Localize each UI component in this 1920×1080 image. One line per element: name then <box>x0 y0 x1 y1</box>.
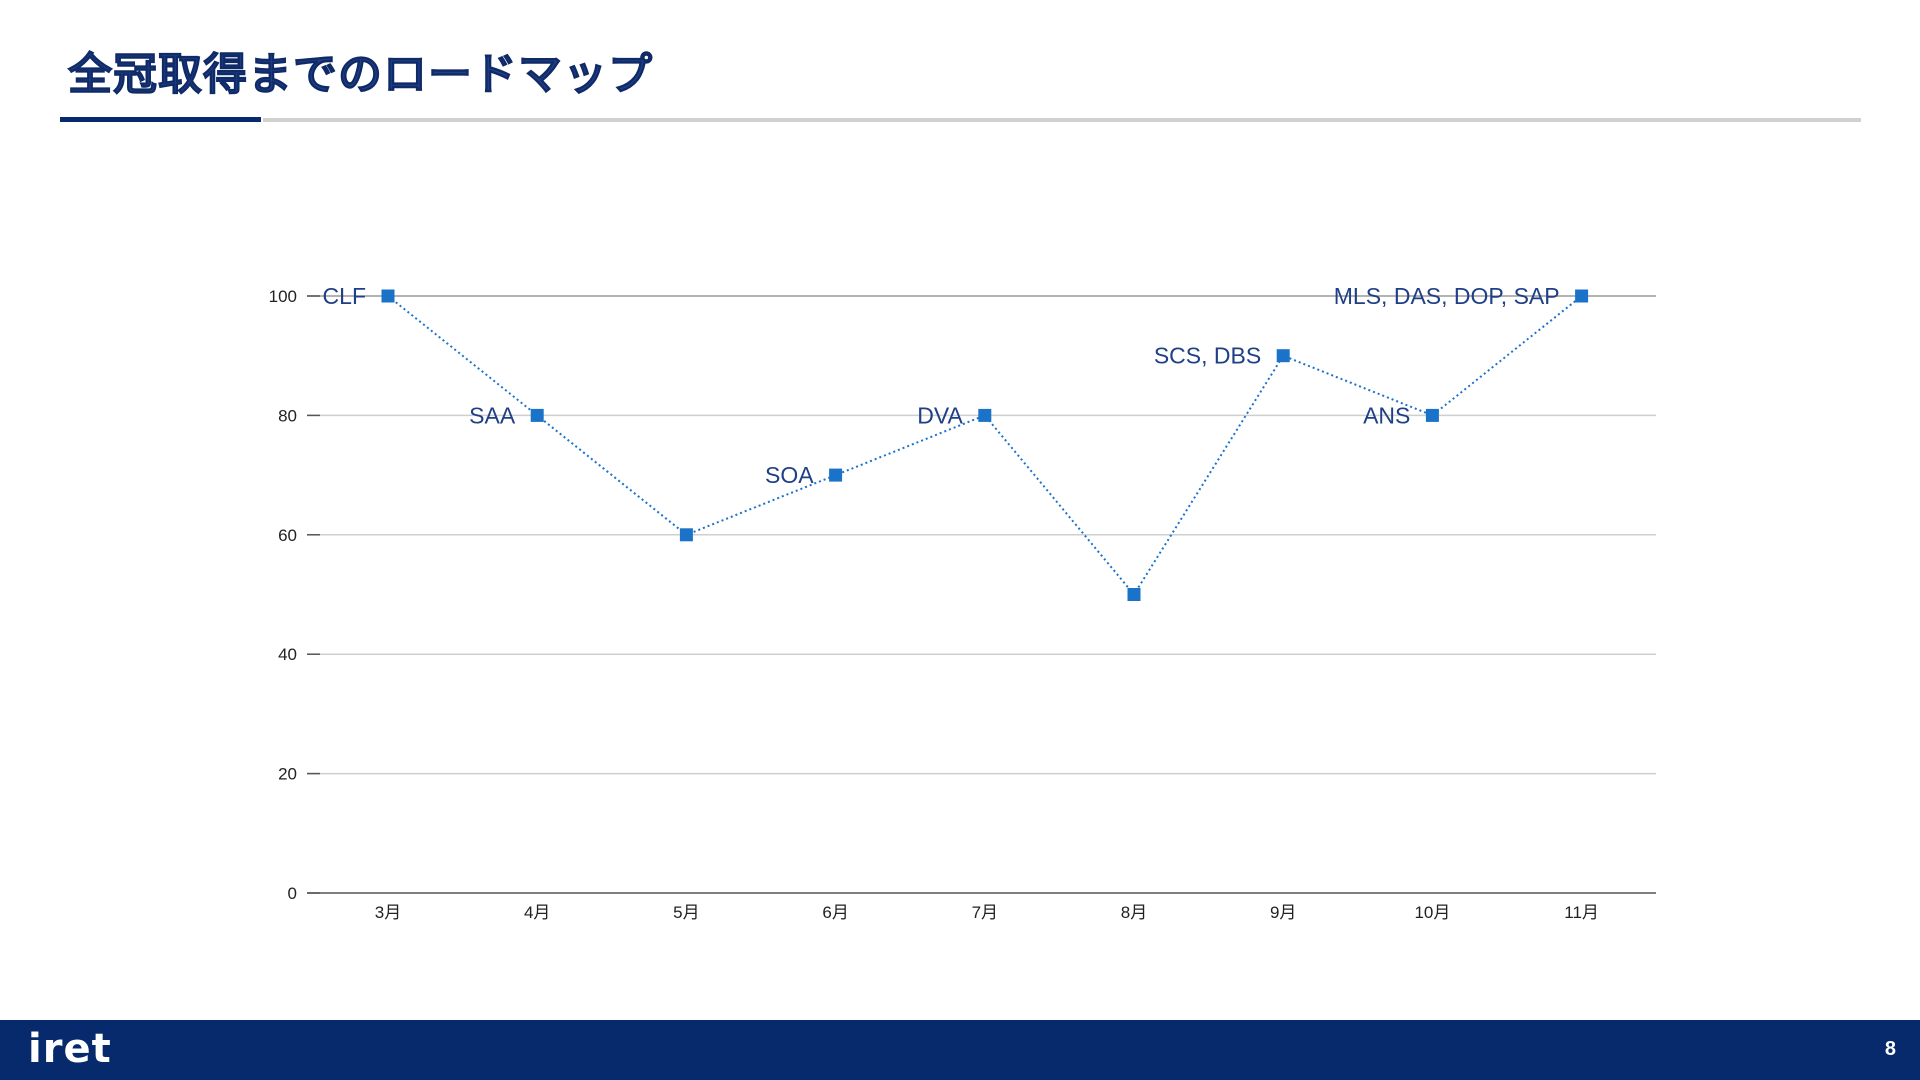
chart-series-line <box>387 295 1583 597</box>
data-point-label: CLF <box>323 283 366 309</box>
x-tick-label: 4月 <box>524 903 550 922</box>
x-tick-label: 9月 <box>1270 903 1296 922</box>
y-tick-label: 80 <box>278 406 297 425</box>
chart-gridlines <box>307 295 1656 775</box>
data-point-marker <box>679 528 693 542</box>
data-point-marker <box>1575 289 1589 303</box>
y-tick-label: 40 <box>278 645 297 664</box>
chart-axes: 0 20 40 60 80 100 3月 4月 5月 6月 7月 8月 9月 10月 11月 <box>269 287 1656 922</box>
data-point-marker <box>1127 588 1141 601</box>
x-tick-label: 11月 <box>1564 903 1599 922</box>
title-underline <box>263 118 1861 122</box>
data-point-marker <box>1425 408 1439 422</box>
x-tick-label: 7月 <box>972 903 998 922</box>
y-tick-label: 60 <box>278 526 297 545</box>
data-point-marker <box>530 408 544 422</box>
y-tick-label: 100 <box>269 287 297 306</box>
data-point-label: DVA <box>917 402 963 428</box>
x-tick-label: 6月 <box>822 903 848 922</box>
data-point-marker <box>978 408 992 422</box>
title-underline-accent <box>60 117 261 122</box>
roadmap-line-chart: 0 20 40 60 80 100 3月 4月 5月 6月 7月 8月 9月 10月 11月 CLF SAA S… <box>269 283 1656 922</box>
series-line <box>387 295 1583 597</box>
x-tick-label: 10月 <box>1414 903 1450 922</box>
x-tick-label: 3月 <box>375 903 401 922</box>
y-tick-label: 0 <box>288 884 297 903</box>
chart-markers <box>381 289 1589 601</box>
page-title: 全冠取得までのロードマップ <box>68 49 653 101</box>
company-logo: iret <box>28 1026 112 1072</box>
x-tick-label: 5月 <box>673 903 699 922</box>
footer-bar <box>0 1020 1920 1080</box>
data-point-marker <box>829 468 843 482</box>
data-point-label: MLS, DAS, DOP, SAP <box>1334 283 1560 309</box>
data-point-label: SCS, DBS <box>1154 343 1261 369</box>
page-number: 8 <box>1884 1038 1896 1060</box>
data-point-marker <box>1276 349 1290 363</box>
data-point-label: SAA <box>469 402 516 428</box>
data-point-marker <box>381 289 395 303</box>
data-point-label: ANS <box>1363 402 1410 428</box>
y-tick-label: 20 <box>278 765 297 784</box>
data-point-label: SOA <box>765 462 814 488</box>
chart-point-labels: CLF SAA SOA DVA SCS, DBS ANS MLS, DAS, DOP, SA… <box>323 283 1560 488</box>
x-tick-label: 8月 <box>1121 903 1147 922</box>
